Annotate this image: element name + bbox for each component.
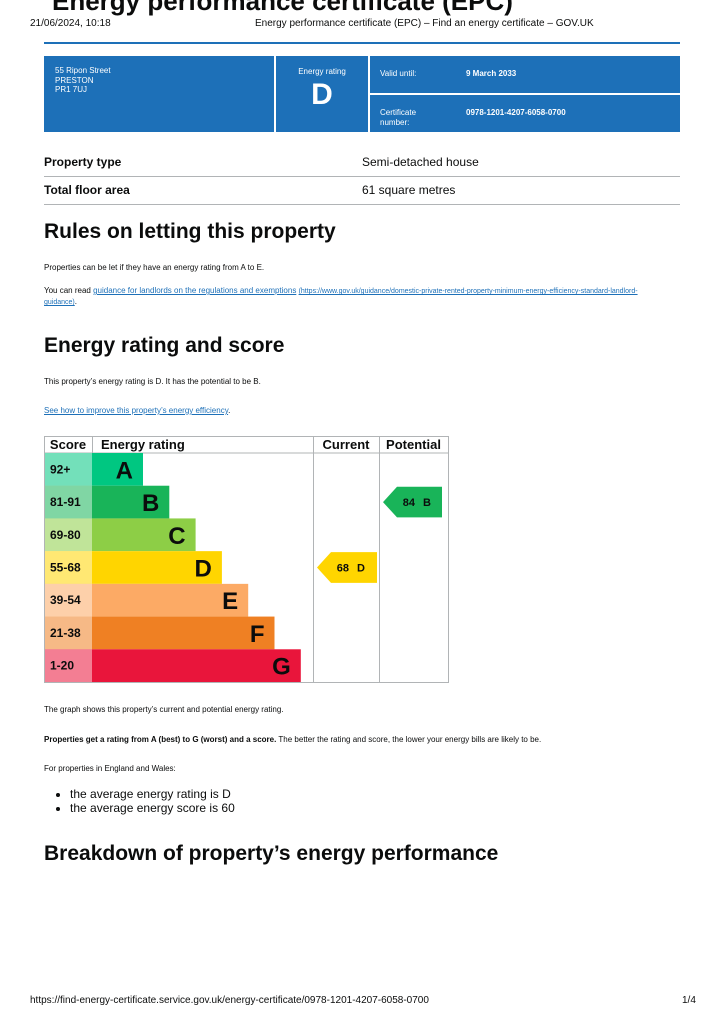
cert-box xyxy=(370,95,680,132)
text: . xyxy=(74,297,77,306)
property-label: Property type xyxy=(44,155,122,169)
rating-letter: B xyxy=(142,490,159,517)
list: the average energy rating is D the avera… xyxy=(30,787,235,815)
bold-text: Properties get a rating from A (best) to… xyxy=(44,735,277,744)
rule xyxy=(44,42,680,44)
current-letter: D xyxy=(357,563,365,575)
address-line: PRESTON xyxy=(55,75,94,85)
rating-letter: F xyxy=(250,621,265,648)
score-cell xyxy=(45,453,92,486)
rating: D xyxy=(311,78,333,111)
address: 55 Ripon Street PRESTON PR1 7UJ xyxy=(55,66,111,95)
score-tint xyxy=(45,551,92,584)
valid-box xyxy=(370,56,680,93)
rating-label: Energy rating xyxy=(298,67,346,76)
score-tint xyxy=(45,583,92,617)
rating-letter: G xyxy=(272,654,291,681)
heading: Breakdown of property’s energy performan… xyxy=(44,842,499,865)
score-range: 81-91 xyxy=(50,495,81,509)
list-item: the average energy score is 60 xyxy=(70,801,235,815)
score-tint xyxy=(45,649,92,682)
property-value: 61 square metres xyxy=(362,183,456,197)
text: The better the rating and score, the low… xyxy=(276,735,542,744)
rating-letter: A xyxy=(116,457,133,484)
link[interactable]: guidance for landlords on the regulation… xyxy=(93,286,297,295)
rating-bar xyxy=(92,583,249,617)
address-box xyxy=(44,56,274,132)
paragraph: For properties in England and Wales: xyxy=(44,764,176,773)
rating-letter: D xyxy=(195,556,212,583)
rating-letter: C xyxy=(168,523,185,550)
paragraph: Properties get a rating from A (best) to… xyxy=(44,735,541,744)
address-line: PR1 7UJ xyxy=(55,85,88,94)
footer-url: https://find-energy-certificate.service.… xyxy=(30,995,429,1006)
score-cell xyxy=(45,518,92,552)
column-header: Energy rating xyxy=(101,437,185,452)
potential-score: 84 xyxy=(403,497,416,509)
score-cell xyxy=(45,551,92,584)
rating-bar xyxy=(92,453,143,486)
score-cell xyxy=(45,583,92,617)
link[interactable]: See how to improve this property’s energ… xyxy=(44,406,229,415)
link-url[interactable]: (https://www.gov.uk/guidance/domestic-pr… xyxy=(44,288,638,306)
column-header: Score xyxy=(50,437,86,452)
score-cell xyxy=(45,485,92,519)
paragraph: This property’s energy rating is D. It h… xyxy=(44,377,261,386)
score-tint xyxy=(45,518,92,552)
cert-label: Certificate number: xyxy=(380,108,417,127)
current-arrow xyxy=(317,552,377,583)
score-range: 1-20 xyxy=(50,659,74,673)
page-title: Energy performance certificate (EPC) – F… xyxy=(255,18,594,29)
text: . xyxy=(228,406,231,415)
paragraph: You can read guidance for landlords on t… xyxy=(44,286,664,308)
row-line xyxy=(44,204,680,205)
potential-letter: B xyxy=(423,497,431,509)
timestamp: 21/06/2024, 10:18 xyxy=(30,18,111,29)
heading: Rules on letting this property xyxy=(44,220,336,243)
page-number: 1/4 xyxy=(682,995,696,1006)
title: Energy performance certificate (EPC) xyxy=(52,0,513,16)
cert-number: 0978-1201-4207-6058-0700 xyxy=(466,108,566,117)
score-cell xyxy=(45,649,92,682)
score-cell xyxy=(45,616,92,650)
property-value: Semi-detached house xyxy=(362,155,479,169)
rating-chart: Score Energy rating Current Potential 92+ A 81… xyxy=(44,436,449,683)
paragraph: See how to improve this property’s energ… xyxy=(44,406,230,415)
row-line xyxy=(44,176,680,177)
score-range: 39-54 xyxy=(50,593,81,607)
rating-bar xyxy=(92,485,170,519)
rating-bar xyxy=(92,551,222,584)
potential-arrow xyxy=(383,486,442,518)
valid-until: 9 March 2033 xyxy=(466,69,517,78)
rating-letter: E xyxy=(222,588,238,615)
address-line: 55 Ripon Street xyxy=(55,66,111,75)
property-label: Total floor area xyxy=(44,183,130,197)
paragraph: The graph shows this property’s current … xyxy=(44,705,284,714)
rating-bar xyxy=(92,616,275,650)
valid-label: Valid until: xyxy=(380,69,417,78)
rating-bar xyxy=(92,518,196,552)
rating-bar xyxy=(92,649,301,682)
text: You can read xyxy=(44,286,94,295)
score-range: 21-38 xyxy=(50,626,81,640)
score-range: 69-80 xyxy=(50,528,81,542)
rating-box xyxy=(276,56,368,132)
score-tint xyxy=(45,616,92,650)
column-header: Current xyxy=(323,437,371,452)
score-tint xyxy=(45,485,92,519)
chart-frame xyxy=(44,436,449,683)
current-score: 68 xyxy=(337,563,349,575)
score-tint xyxy=(45,453,92,486)
score-range: 55-68 xyxy=(50,561,81,575)
heading: Energy rating and score xyxy=(44,334,285,357)
paragraph: Properties can be let if they have an en… xyxy=(44,263,265,272)
column-header: Potential xyxy=(386,437,441,452)
score-range: 92+ xyxy=(50,462,70,476)
list-item: the average energy rating is D xyxy=(70,787,235,801)
